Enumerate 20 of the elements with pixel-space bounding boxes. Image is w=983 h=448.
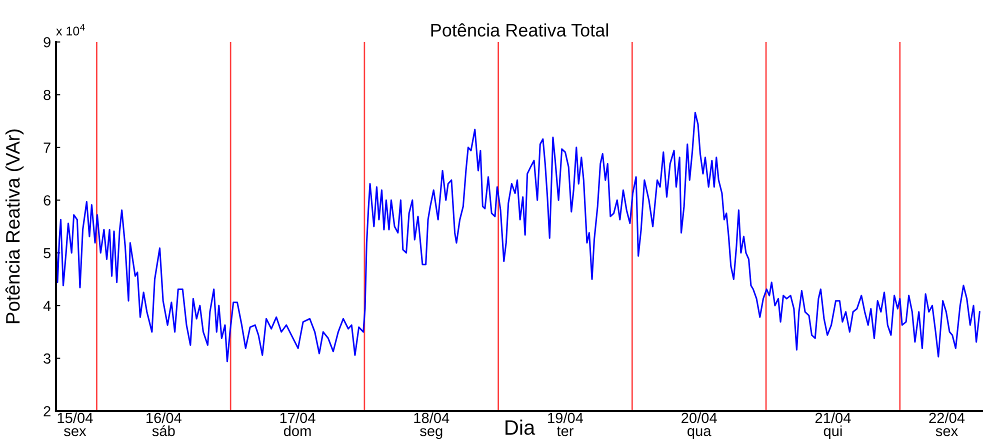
y-tick-label: 4 <box>43 300 51 311</box>
x-tick-label: 17/04 dom <box>280 412 316 436</box>
y-tick-label: 9 <box>44 37 50 48</box>
y-tick-label: 6 <box>44 195 50 206</box>
x-tick-label: 22/04 sex <box>929 412 965 436</box>
y-tick-label: 8 <box>44 90 51 100</box>
x-tick-label: 16/04 sáb <box>146 412 182 436</box>
x-tick-label: 19/04 ter <box>548 412 584 436</box>
y-tick-label: 3 <box>44 353 50 364</box>
x-tick-label: 15/04 sex <box>58 412 93 436</box>
x-axis-title: Dia <box>506 420 536 435</box>
x-tick-label: 20/04 qua <box>682 412 717 440</box>
chart-title: Potência Reativa Total <box>431 23 608 37</box>
x-tick-label: 21/04 qui <box>815 412 851 440</box>
text: x 10$^{4}$ <box>56 24 85 36</box>
y-tick-label: 7 <box>44 142 50 153</box>
y-tick-label: 2 <box>44 406 50 416</box>
y-tick-label: 5 <box>44 248 51 258</box>
y-axis-title: Potência Reativa (VAr) <box>5 130 24 324</box>
x-tick-label: 18/04 seg <box>414 412 450 440</box>
